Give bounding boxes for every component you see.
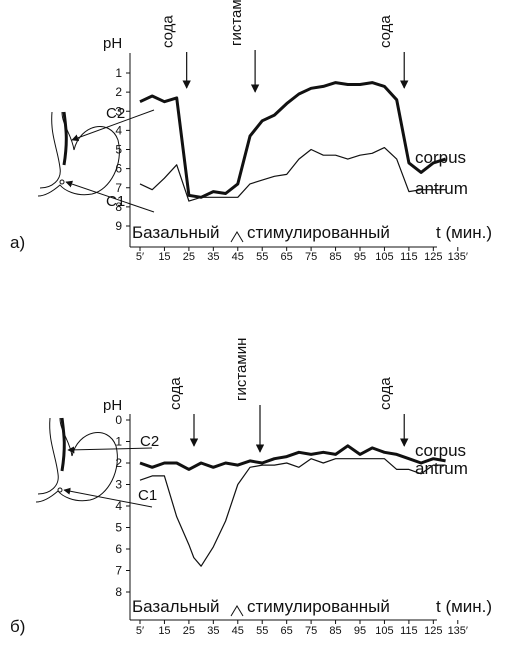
series-a [139,81,447,202]
x-tick-label-a-12: 125 [424,251,442,263]
phase-label-stimulated-b: стимулированный [247,597,390,616]
y-tick-label-a-7: 7 [115,181,122,195]
annotation-label-a-1: гистамин [228,0,245,46]
x-tick-label-b-6: 65 [281,625,293,637]
x-tick-label-a-11: 115 [400,251,418,263]
series-line-a-corpus [139,81,447,199]
y-tick-label-a-6: 6 [115,162,122,176]
break-mark-b [230,605,244,617]
panel-label-a: а) [10,233,25,252]
y-tick-label-a-1: 1 [115,66,122,80]
arrow-c1-a [65,180,155,213]
x-ticks-b: 5′ 15 25 35 45 55 65 75 85 95 105 115 125 135′ [136,620,468,637]
y-tick-label-a-5: 5 [115,143,122,157]
y-axis-label-a: pH [103,35,122,52]
x-axis-label-b: t (мин.) [436,597,492,616]
stomach-label-c1-b: C1 [138,487,157,504]
x-tick-label-a-10: 105 [375,251,393,263]
y-tick-label-b-1: 1 [115,435,122,449]
stomach-label-c2-a: C2 [106,105,125,122]
legend-corpus-b: corpus [415,441,466,460]
arrow-c1-b [63,487,153,508]
stomach-label-c1-a: C1 [106,193,125,210]
annotation-label-a-2: сода [377,15,394,48]
y-ticks-b: 0 1 2 3 4 5 6 7 8 [115,413,130,599]
series-line-a-antrum [139,147,446,202]
phase-label-basal-a: Базальный [132,223,220,242]
x-tick-label-b-7: 75 [305,625,317,637]
annotation-label-b-1: гистамин [233,338,250,401]
series-line-b-corpus [139,444,446,471]
y-tick-label-b-0: 0 [115,413,122,427]
legend-corpus-a: corpus [415,148,466,167]
phase-label-stimulated-a: стимулированный [247,223,390,242]
y-axis-label-b: pH [103,397,122,414]
x-tick-label-b-12: 125 [424,625,442,637]
arrow-c2-b [67,446,153,454]
series-line-b-antrum [139,458,446,567]
x-tick-label-a-8: 85 [329,251,341,263]
annotation-label-b-2: сода [377,377,394,410]
annotation-label-b-0: сода [167,377,184,410]
x-tick-label-a-13: 135′ [448,251,468,263]
y-tick-label-b-4: 4 [115,499,122,513]
annotations-b: сода гистамин сода [167,338,409,453]
x-tick-label-a-5: 55 [256,251,268,263]
x-tick-label-b-5: 55 [256,625,268,637]
y-tick-label-b-3: 3 [115,478,122,492]
x-tick-label-b-2: 25 [183,625,195,637]
x-tick-label-a-7: 75 [305,251,317,263]
panel-label-b: б) [10,617,25,636]
x-tick-label-b-0: 5′ [136,625,144,637]
series-b [139,444,446,567]
x-tick-label-b-11: 115 [400,625,418,637]
x-tick-label-b-1: 15 [158,625,170,637]
legend-antrum-b: antrum [415,459,468,478]
annotations-a: сода гистамин сода [160,0,409,93]
arrow-c2-a [71,109,155,142]
x-tick-label-b-8: 85 [329,625,341,637]
x-tick-label-a-1: 15 [158,251,170,263]
x-tick-label-a-0: 5′ [136,251,144,263]
y-tick-label-b-6: 6 [115,542,122,556]
x-tick-label-b-10: 105 [375,625,393,637]
x-tick-label-a-9: 95 [354,251,366,263]
y-tick-label-b-7: 7 [115,564,122,578]
stomach-label-c2-b: C2 [140,433,159,450]
phase-label-basal-b: Базальный [132,597,220,616]
x-tick-label-b-4: 45 [232,625,244,637]
stomach-diagram-a [37,111,120,197]
x-tick-label-a-3: 35 [207,251,219,263]
y-tick-label-b-8: 8 [115,585,122,599]
x-tick-label-a-4: 45 [232,251,244,263]
y-tick-label-a-3: 3 [115,104,122,118]
y-tick-label-a-2: 2 [115,85,122,99]
x-tick-label-a-6: 65 [281,251,293,263]
y-tick-label-a-4: 4 [115,123,122,137]
y-ticks-a: 1 2 3 4 5 6 7 8 9 [115,66,130,233]
stomach-diagram-b [35,417,118,503]
x-tick-label-b-13: 135′ [448,625,468,637]
annotation-label-a-0: сода [160,15,177,48]
x-axis-label-a: t (мин.) [436,223,492,242]
y-tick-label-a-9: 9 [115,219,122,233]
y-tick-label-b-5: 5 [115,521,122,535]
x-tick-label-b-9: 95 [354,625,366,637]
x-ticks-a: 5′ 15 25 35 45 55 65 75 85 95 105 115 125 135′ [136,247,468,263]
x-tick-label-b-3: 35 [207,625,219,637]
legend-antrum-a: antrum [415,179,468,198]
y-tick-label-a-8: 8 [115,200,122,214]
break-mark-a [230,231,244,243]
y-tick-label-b-2: 2 [115,456,122,470]
x-tick-label-a-2: 25 [183,251,195,263]
